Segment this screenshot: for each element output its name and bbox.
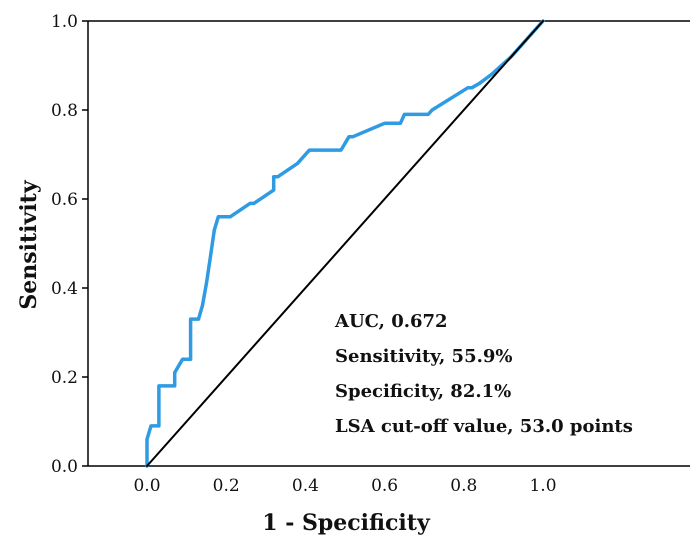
annotation-auc: AUC, 0.672 <box>334 311 448 332</box>
x-tick-label: 0.4 <box>292 476 319 496</box>
annotation-cutoff: LSA cut-off value, 53.0 points <box>335 416 633 437</box>
y-axis-title: Sensitivity <box>16 179 42 309</box>
series-group <box>145 19 545 468</box>
y-tick-label: 0.0 <box>51 457 78 477</box>
x-tick-label: 1.0 <box>529 476 556 496</box>
y-tick-label: 1.0 <box>51 12 78 32</box>
y-tick-label: 0.4 <box>51 279 78 299</box>
y-tick-label: 0.2 <box>51 368 78 388</box>
y-tick-label: 0.6 <box>51 190 78 210</box>
x-tick-label: 0.2 <box>213 476 240 496</box>
x-axis-title: 1 - Specificity <box>262 510 431 536</box>
reference-diagonal-line <box>146 20 544 467</box>
tick-labels: 0.0 0.2 0.4 0.6 0.8 1.0 0.0 0.2 0.4 0.6 0.8 1.0 <box>51 12 557 496</box>
x-tick-label: 0.0 <box>133 476 160 496</box>
x-tick-label: 0.8 <box>450 476 477 496</box>
roc-curve-line <box>145 19 545 468</box>
annotation-sensitivity: Sensitivity, 55.9% <box>335 346 513 367</box>
annotations: AUC, 0.672 Sensitivity, 55.9% Specificit… <box>334 311 633 437</box>
y-tick-label: 0.8 <box>51 101 78 121</box>
x-tick-label: 0.6 <box>371 476 398 496</box>
axes <box>82 20 690 467</box>
annotation-specificity: Specificity, 82.1% <box>335 381 511 402</box>
